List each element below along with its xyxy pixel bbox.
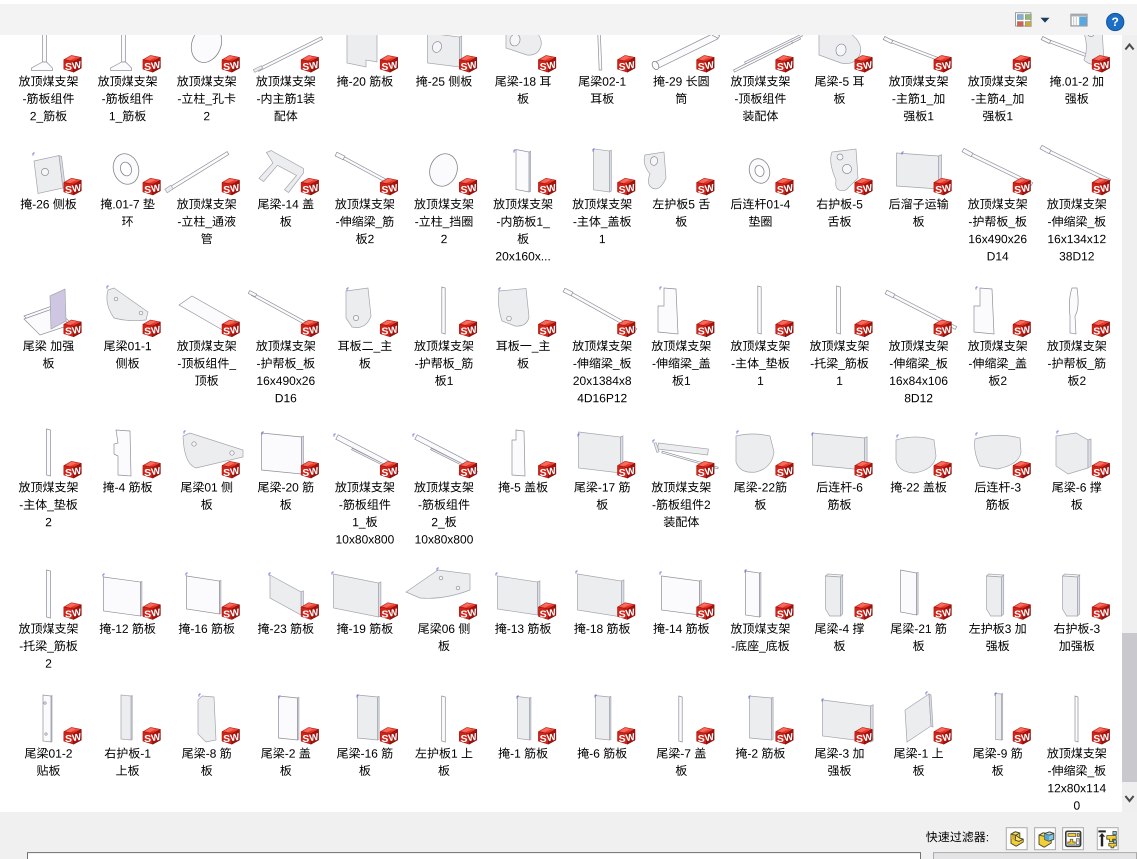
svg-text:?: ? — [1112, 15, 1119, 29]
